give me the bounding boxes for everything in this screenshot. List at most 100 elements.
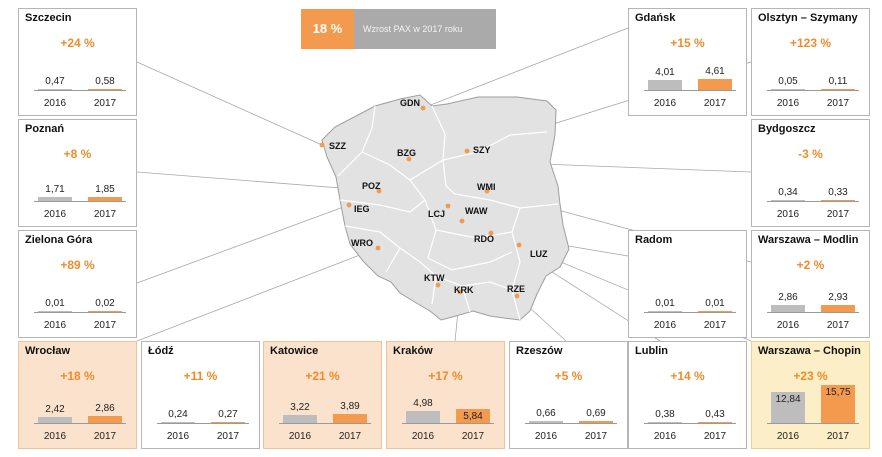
bar-2017 — [456, 408, 490, 423]
year-label-2017: 2017 — [93, 98, 117, 109]
bar-2016 — [283, 415, 317, 423]
airport-dot — [445, 203, 451, 209]
airport-dot — [435, 282, 441, 288]
airport-card: Zielona Góra +89 % 0,01 0,02 2016 2017 — [18, 230, 137, 338]
bar-2017 — [698, 78, 732, 90]
bar-baseline — [767, 201, 859, 202]
airport-card: Poznań +8 % 1,71 1,85 2016 2017 — [18, 119, 137, 227]
airport-code-label: RDO — [474, 234, 494, 244]
year-label-2017: 2017 — [703, 320, 727, 331]
voivodeship-borders — [337, 105, 559, 321]
year-label-2016: 2016 — [43, 431, 67, 442]
airport-code-label: SZZ — [329, 141, 347, 151]
growth-percent: +23 % — [793, 369, 828, 383]
year-label-2017: 2017 — [93, 209, 117, 220]
connector-line — [136, 204, 350, 284]
value-2017: 3,89 — [340, 400, 360, 412]
airport-dot — [488, 230, 494, 236]
airport-name: Wrocław — [25, 345, 71, 357]
airport-name: Radom — [635, 234, 673, 246]
bar-2016 — [529, 421, 563, 423]
airport-dot — [484, 188, 490, 194]
airport-card: Wrocław +18 % 2,42 2,86 2016 2017 — [18, 341, 137, 449]
value-2016: 3,22 — [290, 402, 310, 414]
bar-baseline — [767, 312, 859, 313]
growth-banner: 18 % Wzrost PAX w 2017 roku — [301, 9, 496, 49]
airport-card: Lublin +14 % 0,38 0,43 2016 2017 — [628, 341, 747, 449]
year-label-2016: 2016 — [776, 209, 800, 220]
airport-dot — [459, 218, 465, 224]
year-label-2016: 2016 — [776, 431, 800, 442]
airport-code-label: GDN — [400, 98, 420, 108]
bar-baseline — [767, 423, 859, 424]
airport-name: Szczecin — [25, 12, 72, 24]
value-2016: 0,34 — [778, 186, 798, 198]
year-label-2016: 2016 — [43, 98, 67, 109]
value-2016: 0,01 — [45, 297, 65, 309]
growth-percent: +11 % — [183, 369, 218, 383]
bar-2017 — [333, 413, 367, 423]
bar-2017 — [211, 421, 245, 423]
value-2017: 0,43 — [705, 408, 725, 420]
value-2016: 0,05 — [778, 75, 798, 87]
airport-dot — [457, 289, 463, 295]
value-2016: 2,86 — [778, 292, 798, 304]
connector-line — [136, 247, 379, 342]
year-label-2016: 2016 — [166, 431, 190, 442]
bar-2016 — [771, 305, 805, 312]
airport-name: Łódź — [148, 345, 174, 357]
value-2016: 0,24 — [168, 408, 188, 420]
connector-line — [136, 61, 323, 146]
bar-baseline — [34, 90, 126, 91]
bar-baseline — [644, 90, 736, 91]
bar-2016 — [648, 310, 682, 312]
airport-dot — [406, 156, 412, 162]
connector-line — [422, 27, 629, 109]
value-2016: 0,01 — [655, 297, 675, 309]
bar-baseline — [644, 312, 736, 313]
year-label-2017: 2017 — [826, 209, 850, 220]
airport-name: Warszawa – Modlin — [758, 234, 859, 246]
airport-name: Gdańsk — [635, 12, 676, 24]
bar-2016 — [161, 421, 195, 423]
airport-name: Lublin — [635, 345, 668, 357]
bar-2016 — [648, 80, 682, 90]
airport-code-label: LUZ — [530, 249, 548, 259]
bar-baseline — [34, 423, 126, 424]
airport-card: Katowice +21 % 3,22 3,89 2016 2017 — [263, 341, 382, 449]
airport-code-label: LCJ — [428, 209, 445, 219]
year-label-2017: 2017 — [216, 431, 240, 442]
bar-baseline — [279, 423, 371, 424]
bar-2017 — [698, 421, 732, 423]
growth-percent: +17 % — [428, 369, 463, 383]
airport-code-label: KTW — [424, 273, 445, 283]
airport-name: Katowice — [270, 345, 319, 357]
airport-dot — [464, 148, 470, 154]
year-label-2016: 2016 — [653, 320, 677, 331]
year-label-2017: 2017 — [703, 98, 727, 109]
airport-name: Rzeszów — [516, 345, 563, 357]
bar-2017 — [88, 416, 122, 423]
bar-baseline — [525, 423, 617, 424]
airport-card: Radom 0,01 0,01 2016 2017 — [628, 230, 747, 338]
year-label-2017: 2017 — [826, 98, 850, 109]
bar-2016 — [38, 417, 72, 423]
airport-dot — [375, 245, 381, 251]
growth-banner-label: Wzrost PAX w 2017 roku — [354, 9, 496, 49]
bar-baseline — [34, 201, 126, 202]
year-label-2016: 2016 — [534, 431, 558, 442]
bar-2016 — [771, 88, 805, 90]
year-label-2016: 2016 — [43, 320, 67, 331]
year-label-2017: 2017 — [584, 431, 608, 442]
bar-2017 — [821, 199, 855, 201]
value-2016: 1,71 — [45, 183, 65, 195]
airport-code-label: KRK — [454, 285, 474, 295]
bar-2017 — [821, 88, 855, 90]
growth-percent: +2 % — [796, 258, 825, 272]
value-2016: 2,42 — [45, 404, 65, 416]
growth-percent: +21 % — [305, 369, 340, 383]
growth-percent: +15 % — [670, 36, 705, 50]
growth-percent: +123 % — [789, 36, 832, 50]
bar-baseline — [402, 423, 494, 424]
